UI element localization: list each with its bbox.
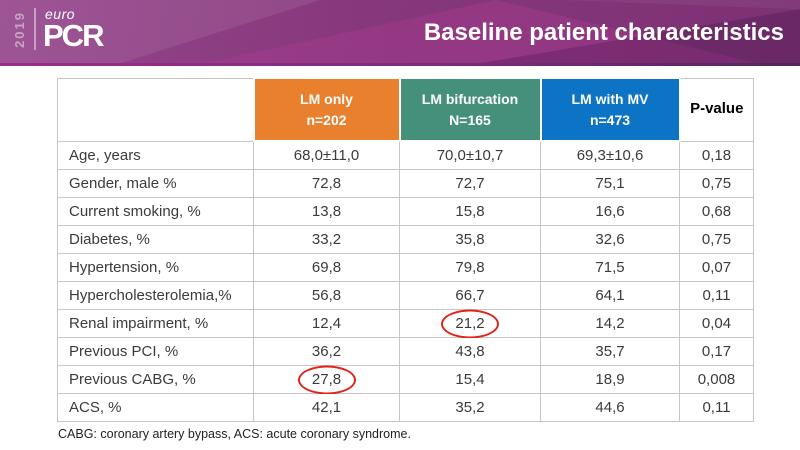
cell-value: 13,8 — [253, 197, 400, 226]
row-label: Hypertension, % — [57, 253, 254, 282]
cell-value: 56,8 — [253, 281, 400, 310]
cell-pvalue: 0,11 — [679, 281, 754, 310]
europcr-logo: 2019 euro PCR — [12, 6, 104, 53]
cell-value-highlighted: 21,2 — [399, 309, 541, 338]
cell-pvalue: 0,17 — [679, 337, 754, 366]
table-row: Hypercholesterolemia,% 56,8 66,7 64,1 0,… — [57, 281, 754, 310]
cell-value: 36,2 — [253, 337, 400, 366]
baseline-characteristics-table: LM only n=202 LM bifurcation N=165 LM wi… — [57, 77, 754, 422]
row-label: Renal impairment, % — [57, 309, 254, 338]
cell-value: 12,4 — [253, 309, 400, 338]
header-n: N=165 — [449, 111, 491, 128]
cell-value: 64,1 — [540, 281, 680, 310]
table-row: Previous PCI, % 36,2 43,8 35,7 0,17 — [57, 337, 754, 366]
header-lm-only: LM only n=202 — [252, 77, 401, 142]
logo-wordmark: euro PCR — [43, 6, 104, 53]
table-row: Hypertension, % 69,8 79,8 71,5 0,07 — [57, 253, 754, 282]
row-label: Previous PCI, % — [57, 337, 254, 366]
header-lm-bifurcation: LM bifurcation N=165 — [398, 77, 542, 142]
row-label: Gender, male % — [57, 169, 254, 198]
cell-value: 69,8 — [253, 253, 400, 282]
logo-divider — [34, 8, 36, 50]
header-label: LM only — [300, 90, 353, 107]
cell-value: 44,6 — [540, 393, 680, 422]
cell-value: 70,0±10,7 — [399, 140, 541, 170]
cell-value: 21,2 — [455, 315, 485, 332]
cell-value: 79,8 — [399, 253, 541, 282]
row-label: Age, years — [57, 140, 254, 170]
cell-value-highlighted: 27,8 — [253, 365, 400, 394]
cell-value: 35,7 — [540, 337, 680, 366]
row-label: Diabetes, % — [57, 225, 254, 254]
slide-title: Baseline patient characteristics — [423, 19, 784, 46]
cell-value: 72,7 — [399, 169, 541, 198]
row-label: ACS, % — [57, 393, 254, 422]
cell-value: 16,6 — [540, 197, 680, 226]
table-row: ACS, % 42,1 35,2 44,6 0,11 — [57, 393, 754, 422]
table-row: Previous CABG, % 27,8 15,4 18,9 0,008 — [57, 365, 754, 394]
header-empty-cell — [57, 77, 254, 142]
header-n: n=202 — [306, 111, 347, 128]
cell-value: 75,1 — [540, 169, 680, 198]
header-pvalue: P-value — [679, 77, 754, 142]
logo-pcr-text: PCR — [43, 18, 104, 53]
cell-value: 33,2 — [253, 225, 400, 254]
cell-value: 71,5 — [540, 253, 680, 282]
cell-value: 15,4 — [399, 365, 541, 394]
header-label: LM bifurcation — [421, 90, 519, 107]
cell-value: 18,9 — [540, 365, 680, 394]
cell-value: 68,0±11,0 — [253, 140, 400, 170]
cell-value: 42,1 — [253, 393, 400, 422]
row-label: Hypercholesterolemia,% — [57, 281, 254, 310]
table-row: Gender, male % 72,8 72,7 75,1 0,75 — [57, 169, 754, 198]
table-row: Renal impairment, % 12,4 21,2 14,2 0,04 — [57, 309, 754, 338]
cell-value: 69,3±10,6 — [540, 140, 680, 170]
row-label: Current smoking, % — [57, 197, 254, 226]
header-lm-with-mv: LM with MV n=473 — [539, 77, 681, 142]
abbreviations-footnote: CABG: coronary artery bypass, ACS: acute… — [58, 427, 411, 441]
cell-pvalue: 0,75 — [679, 169, 754, 198]
table-row: Current smoking, % 13,8 15,8 16,6 0,68 — [57, 197, 754, 226]
table-header-row: LM only n=202 LM bifurcation N=165 LM wi… — [57, 77, 754, 142]
cell-pvalue: 0,11 — [679, 393, 754, 422]
logo-euro-text: euro — [45, 6, 76, 22]
cell-value: 43,8 — [399, 337, 541, 366]
cell-pvalue: 0,07 — [679, 253, 754, 282]
cell-value: 35,2 — [399, 393, 541, 422]
table-row: Diabetes, % 33,2 35,8 32,6 0,75 — [57, 225, 754, 254]
cell-pvalue: 0,008 — [679, 365, 754, 394]
logo-year: 2019 — [12, 10, 27, 48]
cell-value: 15,8 — [399, 197, 541, 226]
row-label: Previous CABG, % — [57, 365, 254, 394]
cell-value: 35,8 — [399, 225, 541, 254]
banner-bottom-strip — [0, 63, 800, 66]
header-label: LM with MV — [571, 90, 649, 107]
cell-value: 72,8 — [253, 169, 400, 198]
banner: 2019 euro PCR Baseline patient character… — [0, 0, 800, 66]
header-n: n=473 — [589, 111, 631, 128]
cell-pvalue: 0,18 — [679, 140, 754, 170]
cell-value: 32,6 — [540, 225, 680, 254]
table-row: Age, years 68,0±11,0 70,0±10,7 69,3±10,6… — [57, 140, 754, 170]
cell-pvalue: 0,04 — [679, 309, 754, 338]
cell-pvalue: 0,68 — [679, 197, 754, 226]
cell-value: 66,7 — [399, 281, 541, 310]
cell-value: 27,8 — [311, 371, 342, 388]
cell-value: 14,2 — [540, 309, 680, 338]
cell-pvalue: 0,75 — [679, 225, 754, 254]
